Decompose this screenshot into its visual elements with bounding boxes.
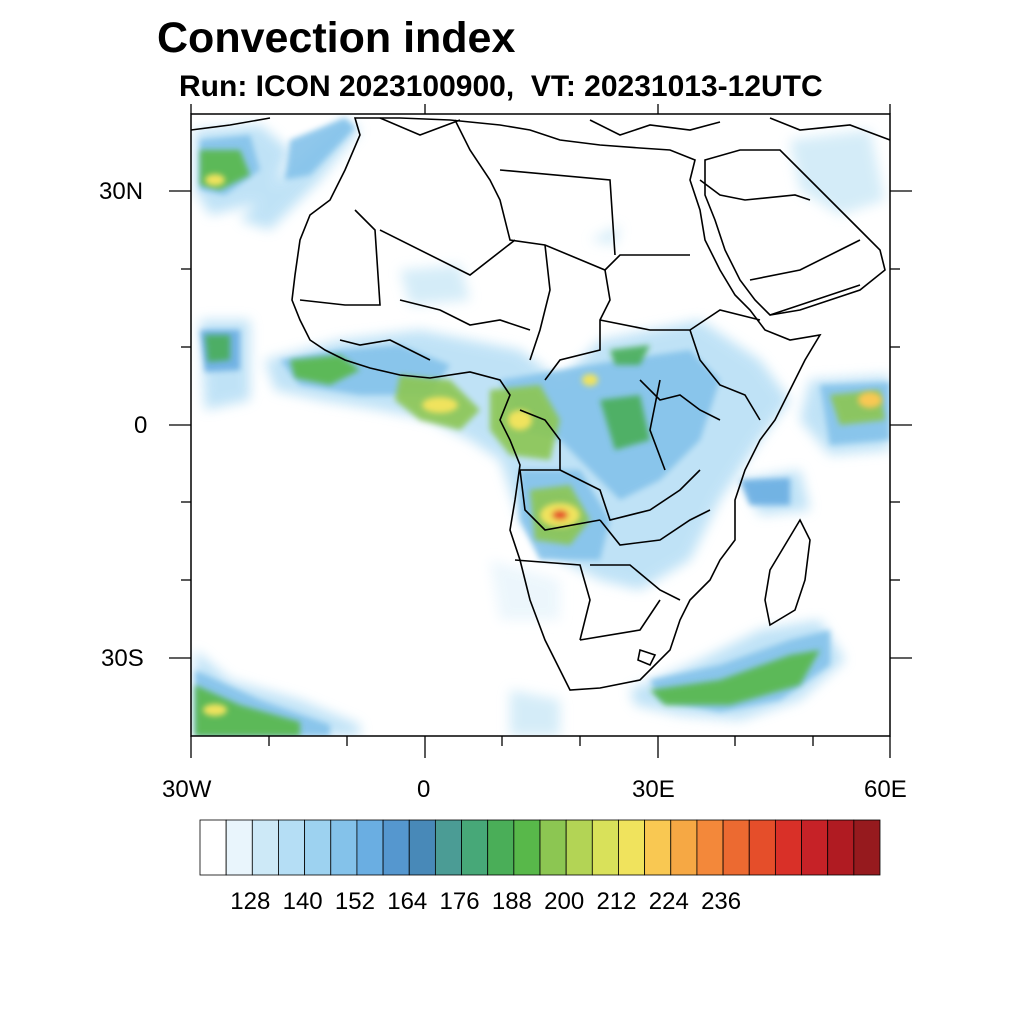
colorbar-swatch: [382, 819, 410, 876]
colorbar-swatch: [591, 819, 619, 876]
colorbar-swatch: [225, 819, 253, 876]
lon-label-0: 0: [417, 776, 431, 803]
colorbar-swatch: [461, 819, 489, 876]
colorbar-swatch: [199, 819, 227, 876]
colorbar-tick-label: 140: [282, 888, 323, 915]
colorbar-tick-label: 212: [596, 888, 637, 915]
colorbar-swatch: [330, 819, 358, 876]
chart-title: Convection index: [157, 14, 516, 62]
colorbar-swatch: [827, 819, 855, 876]
colorbar-swatch: [565, 819, 593, 876]
lon-label-60e: 60E: [864, 776, 907, 803]
colorbar-swatch: [774, 819, 802, 876]
colorbar-swatch: [356, 819, 384, 876]
colorbar-swatch: [722, 819, 750, 876]
lat-label-30s: 30S: [101, 645, 144, 672]
colorbar-tick-label: 200: [544, 888, 585, 915]
coastlines: [191, 117, 890, 691]
colorbar-tick-label: 188: [491, 888, 532, 915]
lon-label-30e: 30E: [632, 776, 675, 803]
colorbar-swatch: [748, 819, 776, 876]
colorbar-swatch: [251, 819, 279, 876]
colorbar-swatch: [644, 819, 672, 876]
lat-label-0: 0: [134, 412, 148, 439]
colorbar-tick-label: 176: [439, 888, 480, 915]
colorbar-swatch: [304, 819, 332, 876]
colorbar-swatch: [513, 819, 541, 876]
colorbar-swatch: [539, 819, 567, 876]
colorbar-swatch: [696, 819, 724, 876]
colorbar-swatch: [278, 819, 306, 876]
colorbar-swatch: [670, 819, 698, 876]
axis-ticks: [169, 104, 912, 758]
colorbar-tick-label: 224: [648, 888, 689, 915]
colorbar-tick-label: 236: [701, 888, 742, 915]
lon-label-30w: 30W: [162, 776, 212, 803]
colorbar-tick-label: 164: [387, 888, 428, 915]
lat-label-30n: 30N: [99, 178, 144, 205]
colorbar-tick-label: 152: [334, 888, 375, 915]
colorbar-swatch: [853, 819, 881, 876]
colorbar-swatch: [408, 819, 436, 876]
chart-subtitle: Run: ICON 2023100900, VT: 20231013-12UTC: [179, 70, 823, 103]
colorbar-swatch: [434, 819, 462, 876]
colorbar-swatch: [801, 819, 829, 876]
colorbar-tick-label: 128: [230, 888, 271, 915]
colorbar-swatch: [618, 819, 646, 876]
colorbar-swatch: [487, 819, 515, 876]
